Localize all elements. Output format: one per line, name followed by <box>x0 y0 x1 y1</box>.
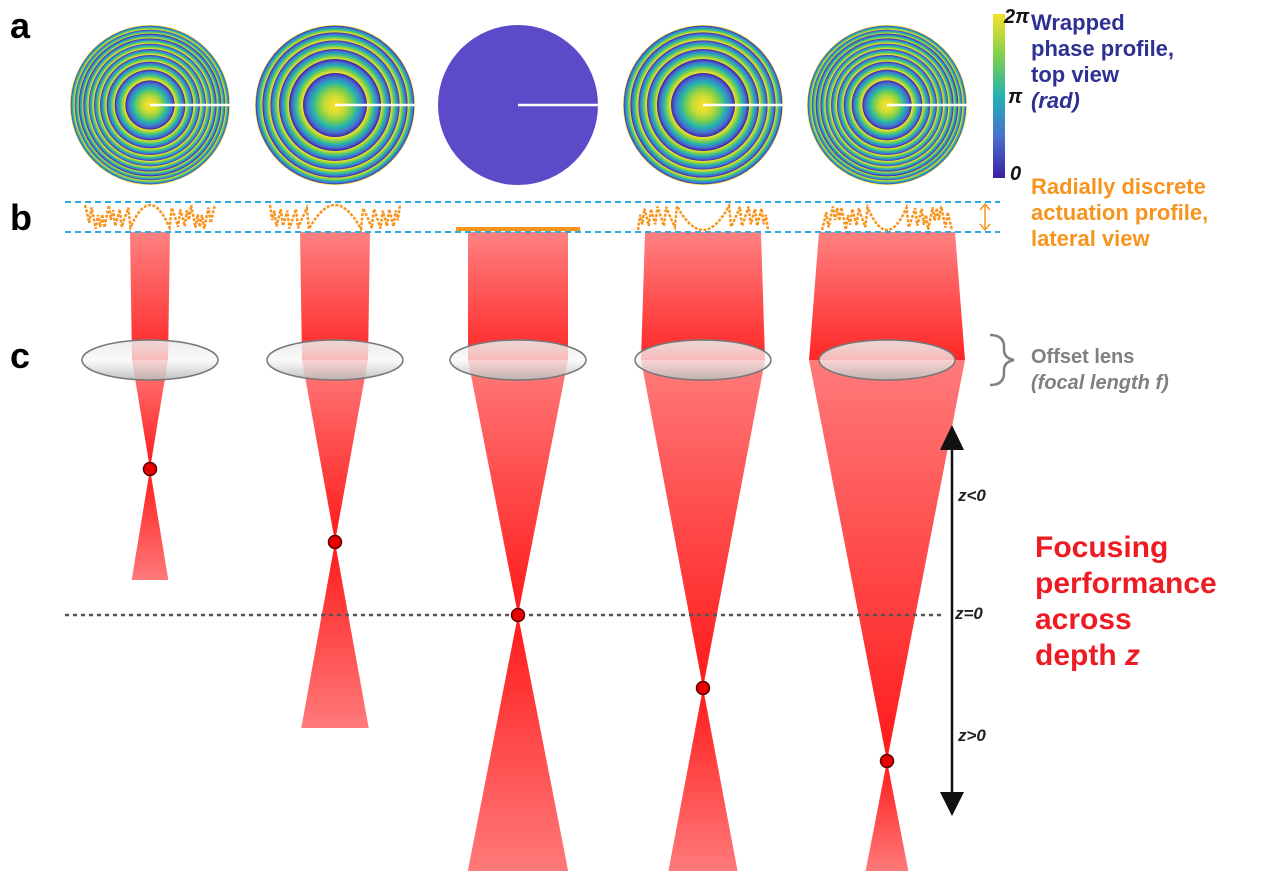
offset-lens <box>450 340 586 380</box>
panel-letter-c: c <box>10 338 30 374</box>
actuation-label-line-2: actuation profile, <box>1031 200 1267 226</box>
actuation-label-line-3: lateral view <box>1031 226 1267 252</box>
actuation-profile-curve <box>822 206 952 230</box>
z-zero-label: z=0 <box>955 604 983 624</box>
lens-brace <box>990 335 1014 385</box>
beam-converging-cone <box>468 360 568 615</box>
beam-converging-cone <box>809 360 965 761</box>
focus-point <box>329 536 342 549</box>
phase-label-line-4: (rad) <box>1031 88 1261 114</box>
colorbar-tick-bottom: 0 <box>1010 163 1021 186</box>
phase-profile-label: Wrapped phase profile, top view (rad) <box>1031 10 1261 114</box>
actuation-label-line-1: Radially discrete <box>1031 174 1267 200</box>
actuation-profile-label: Radially discrete actuation profile, lat… <box>1031 174 1267 252</box>
colorbar <box>993 14 1005 178</box>
offset-lens <box>819 340 955 380</box>
beam-diverging-cone <box>132 469 169 580</box>
beam-diverging-cone <box>866 761 909 871</box>
phase-label-line-2: phase profile, <box>1031 36 1261 62</box>
panel-letter-a: a <box>10 8 30 44</box>
beam-converging-cone <box>641 360 765 688</box>
offset-lens <box>635 340 771 380</box>
beam-diverging-cone <box>301 542 368 728</box>
focus-label-line-1: Focusing <box>1035 530 1265 566</box>
offset-lens <box>82 340 218 380</box>
focus-label-line-3: across <box>1035 602 1265 638</box>
lens-label-line-2: (focal length f) <box>1031 370 1267 396</box>
focusing-performance-label: Focusing performance across depth z <box>1035 530 1265 674</box>
actuation-profile-curve <box>85 205 215 229</box>
focus-label-line-4: depth z <box>1035 638 1265 674</box>
panel-letter-b: b <box>10 200 32 236</box>
beam-group <box>130 232 965 871</box>
beam-diverging-cone <box>468 615 568 871</box>
focus-label-depth: depth <box>1035 639 1117 672</box>
beam-converging-cone <box>302 360 368 542</box>
beam-diverging-cone <box>668 688 737 871</box>
focus-point <box>144 463 157 476</box>
z-negative-label: z<0 <box>958 486 986 506</box>
actuation-profile-group <box>85 205 952 230</box>
z-positive-label: z>0 <box>958 726 986 746</box>
actuation-profile-curve <box>638 206 768 230</box>
phase-label-line-1: Wrapped <box>1031 10 1261 36</box>
colorbar-tick-top: 2π <box>1004 6 1029 29</box>
offset-lens-label: Offset lens (focal length f) <box>1031 344 1267 396</box>
focus-point <box>512 609 525 622</box>
lens-label-line-1: Offset lens <box>1031 344 1267 370</box>
phase-label-line-3: top view <box>1031 62 1261 88</box>
focus-point <box>697 682 710 695</box>
focus-label-line-2: performance <box>1035 566 1265 602</box>
phase-profile-group <box>70 25 967 185</box>
colorbar-tick-mid: π <box>1008 86 1022 109</box>
focus-label-z: z <box>1125 639 1140 672</box>
depth-axis-head-bottom <box>940 792 964 816</box>
actuation-profile-curve <box>270 205 400 229</box>
focus-point <box>881 755 894 768</box>
offset-lens <box>267 340 403 380</box>
